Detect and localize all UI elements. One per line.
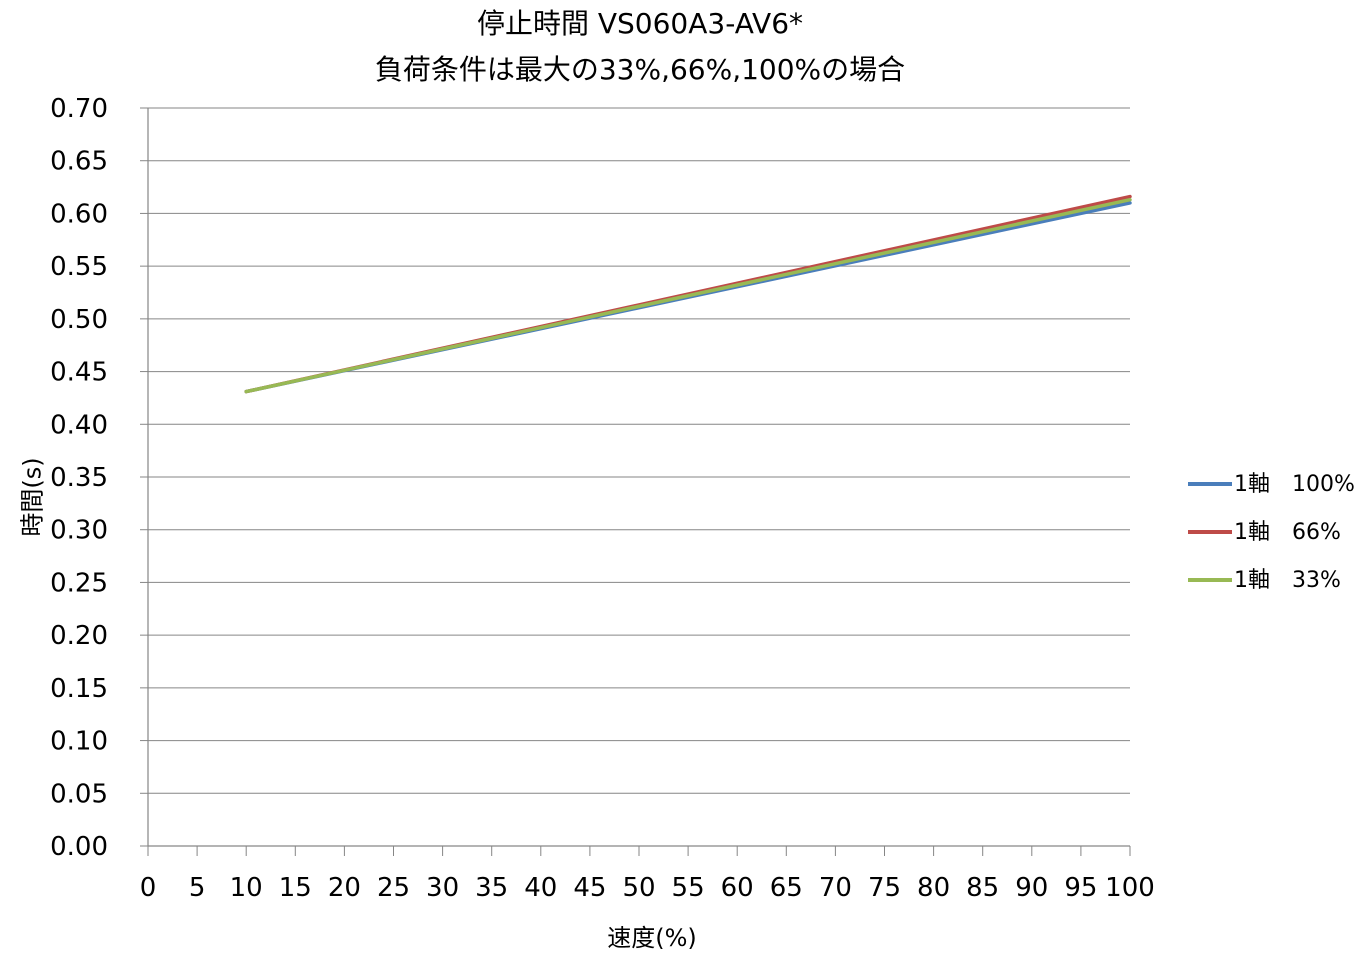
- y-tick-label: 0.40: [50, 410, 108, 440]
- x-tick-label: 65: [770, 873, 803, 903]
- y-tick-label: 0.45: [50, 358, 108, 388]
- y-tick-label: 0.30: [50, 516, 108, 546]
- legend-swatch: [1188, 482, 1232, 486]
- legend-label: 1軸 100%: [1234, 472, 1355, 497]
- x-tick-label: 70: [819, 873, 852, 903]
- legend-swatch: [1188, 578, 1232, 582]
- x-tick-label: 80: [917, 873, 950, 903]
- x-tick-label: 15: [279, 873, 312, 903]
- x-tick-label: 50: [622, 873, 655, 903]
- x-tick-label: 25: [377, 873, 410, 903]
- y-tick-label: 0.10: [50, 727, 108, 757]
- y-tick-label: 0.25: [50, 568, 108, 598]
- x-tick-label: 10: [230, 873, 263, 903]
- y-tick-label: 0.00: [50, 832, 108, 862]
- y-tick-label: 0.05: [50, 779, 108, 809]
- x-tick-label: 85: [966, 873, 999, 903]
- series-line-3: [244, 197, 1132, 394]
- y-tick-label: 0.15: [50, 674, 108, 704]
- x-tick-label: 60: [721, 873, 754, 903]
- x-tick-label: 55: [672, 873, 705, 903]
- y-tick-label: 0.65: [50, 147, 108, 177]
- chart-title-line-1: 停止時間 VS060A3-AV6*: [476, 7, 804, 40]
- x-tick-label: 30: [426, 873, 459, 903]
- x-tick-label: 20: [328, 873, 361, 903]
- y-tick-label: 0.55: [50, 252, 108, 282]
- y-tick-label: 0.20: [50, 621, 108, 651]
- x-tick-label: 100: [1105, 873, 1155, 903]
- legend-label: 1軸 66%: [1234, 520, 1341, 545]
- y-axis-label: 時間(s): [18, 457, 47, 537]
- x-tick-label: 0: [140, 873, 157, 903]
- y-tick-label: 0.35: [50, 463, 108, 493]
- x-tick-label: 95: [1064, 873, 1097, 903]
- x-tick-label: 90: [1015, 873, 1048, 903]
- chart-title-line-2: 負荷条件は最大の33%,66%,100%の場合: [374, 53, 906, 86]
- legend-swatch: [1188, 530, 1232, 534]
- x-tick-label: 45: [573, 873, 606, 903]
- y-tick-label: 0.60: [50, 199, 108, 229]
- x-tick-label: 35: [475, 873, 508, 903]
- x-tick-label: 75: [868, 873, 901, 903]
- x-tick-label: 40: [524, 873, 557, 903]
- legend-label: 1軸 33%: [1234, 568, 1341, 593]
- y-tick-label: 0.50: [50, 305, 108, 335]
- y-tick-label: 0.70: [50, 94, 108, 124]
- x-tick-label: 5: [189, 873, 206, 903]
- x-axis-label: 速度(%): [607, 924, 697, 952]
